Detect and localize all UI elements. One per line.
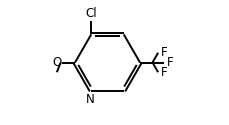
Text: F: F [166, 56, 172, 69]
Text: O: O [52, 56, 62, 69]
Text: Cl: Cl [85, 7, 97, 20]
Text: N: N [85, 93, 94, 106]
Text: F: F [160, 66, 167, 79]
Text: F: F [160, 46, 167, 59]
